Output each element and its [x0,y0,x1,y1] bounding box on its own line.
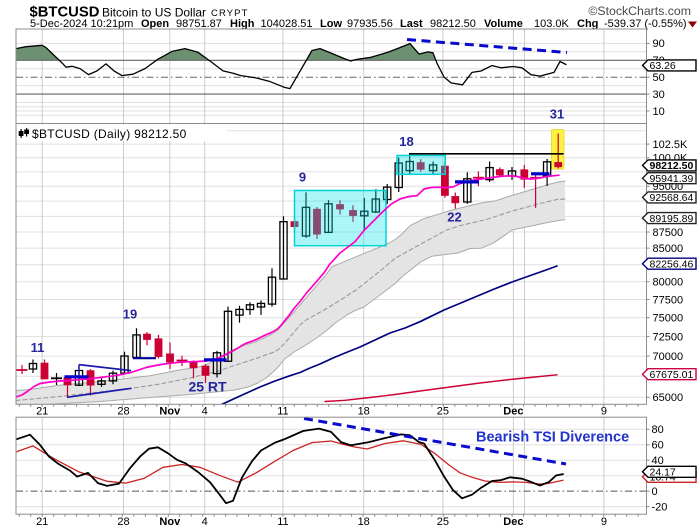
svg-text:10: 10 [653,106,665,118]
svg-text:70000: 70000 [653,351,684,363]
svg-text:19: 19 [123,307,137,322]
svg-text:21: 21 [36,406,48,418]
svg-text:50: 50 [653,72,665,84]
svg-text:Low: Low [320,18,342,30]
svg-text:80: 80 [652,424,664,436]
svg-text:75000: 75000 [653,313,684,325]
svg-text:28: 28 [117,406,129,418]
svg-text:Volume: Volume [484,18,523,30]
svg-text:22: 22 [447,210,461,225]
svg-text:40: 40 [652,455,664,467]
svg-text:-20: -20 [652,501,668,513]
svg-text:0: 0 [652,486,658,498]
svg-text:4: 4 [202,516,208,528]
svg-text:98751.87: 98751.87 [176,18,222,30]
svg-text:Nov: Nov [159,406,181,418]
svg-text:89195.89: 89195.89 [650,213,694,225]
svg-text:25: 25 [437,516,449,528]
svg-text:72500: 72500 [653,331,684,343]
svg-text:Nov: Nov [159,516,181,528]
svg-text:$BTCUSD (Daily) 98212.50: $BTCUSD (Daily) 98212.50 [32,127,187,141]
svg-text:18: 18 [399,134,413,149]
svg-text:63.26: 63.26 [650,60,676,72]
svg-text:97935.56: 97935.56 [347,18,393,30]
svg-text:104028.51: 104028.51 [261,18,313,30]
svg-text:65000: 65000 [653,392,684,404]
svg-text:21: 21 [36,516,48,528]
svg-text:-539.37 (-0.55%): -539.37 (-0.55%) [604,18,687,30]
svg-text:Open: Open [141,18,169,30]
svg-text:31: 31 [550,107,564,122]
svg-text:9: 9 [601,406,607,418]
svg-text:102.5K: 102.5K [653,139,689,151]
svg-text:103.0K: 103.0K [534,18,570,30]
svg-text:5-Dec-2024 10:21pm: 5-Dec-2024 10:21pm [30,18,133,30]
svg-text:30: 30 [653,89,665,101]
svg-text:87500: 87500 [653,227,684,239]
svg-text:18: 18 [358,406,370,418]
svg-text:24.17: 24.17 [650,467,676,479]
svg-text:11: 11 [277,516,288,528]
svg-text:Dec: Dec [503,406,523,418]
svg-text:60: 60 [652,440,664,452]
svg-text:Bearish TSI Diverence: Bearish TSI Diverence [476,430,629,446]
svg-text:©StockCharts.com: ©StockCharts.com [588,4,691,18]
svg-text:4: 4 [202,406,208,418]
svg-text:Last: Last [400,18,423,30]
svg-text:80000: 80000 [653,277,684,289]
svg-text:18: 18 [358,516,370,528]
svg-text:28: 28 [117,516,129,528]
svg-text:85000: 85000 [653,243,684,255]
svg-text:Dec: Dec [503,516,523,528]
svg-text:92568.64: 92568.64 [650,192,694,204]
svg-text:67675.01: 67675.01 [650,369,694,381]
svg-text:9: 9 [299,170,306,185]
svg-text:$BTCUSD: $BTCUSD [30,5,100,21]
svg-text:98212.50: 98212.50 [650,160,694,172]
svg-text:25 RT: 25 RT [188,379,227,395]
svg-text:High: High [230,18,255,30]
svg-text:11: 11 [31,340,45,355]
svg-text:98212.50: 98212.50 [430,18,476,30]
svg-text:95941.39: 95941.39 [650,173,694,185]
svg-text:25: 25 [437,406,449,418]
svg-text:CRYPT: CRYPT [211,8,249,19]
svg-text:Bitcoin to US Dollar: Bitcoin to US Dollar [102,6,206,20]
svg-text:90: 90 [653,38,665,50]
svg-text:Chg: Chg [577,18,598,30]
svg-text:82256.46: 82256.46 [650,258,694,270]
svg-text:11: 11 [277,406,288,418]
svg-text:9: 9 [601,516,607,528]
svg-text:77500: 77500 [653,294,684,306]
